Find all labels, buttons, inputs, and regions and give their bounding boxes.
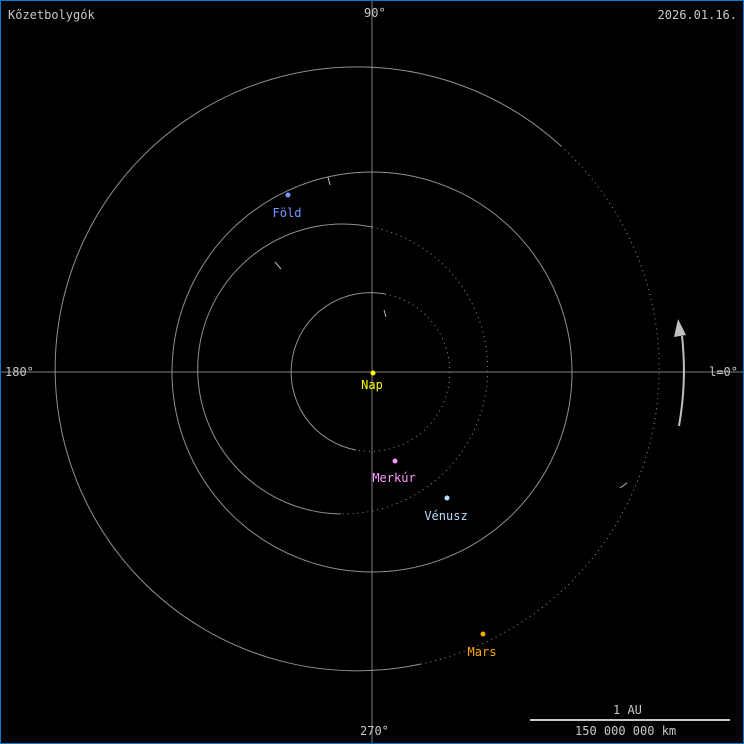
mercury-orbit-solid [290,292,386,451]
axis-label-90: 90° [364,6,386,20]
earth-label: Föld [272,206,302,220]
mars-node-tick [619,482,628,489]
direction-arrow-shaft [678,335,685,427]
direction-arrow-head [674,319,686,337]
scale-label-km: 150 000 000 km [575,724,677,738]
mercury-label: Merkúr [372,471,416,485]
venus-orbit-solid [197,223,373,515]
venus-node-tick [274,261,282,270]
diagram-title: Kőzetbolygók [8,8,95,22]
venus-label: Vénusz [424,509,468,523]
mercury-orbit-dotted [355,293,451,452]
axis-label-270: 270° [360,724,389,738]
date-label: 2026.01.16. [657,8,737,22]
mercury-marker [392,458,398,464]
sun-marker [370,370,376,376]
mercury-node-tick [383,309,387,318]
axis-label-180: 180° [5,365,34,379]
earth-marker [285,192,291,198]
earth-node-tick [327,176,331,186]
mars-orbit-dotted [420,145,660,665]
venus-marker [444,495,450,501]
earth-orbit [171,171,573,573]
mars-orbit-solid [54,66,562,672]
sun-label: Nap [361,378,383,392]
mars-marker [480,631,486,637]
mars-label: Mars [467,645,497,659]
scale-label-au: 1 AU [613,703,642,717]
axis-label-0: l=0° [709,365,738,379]
